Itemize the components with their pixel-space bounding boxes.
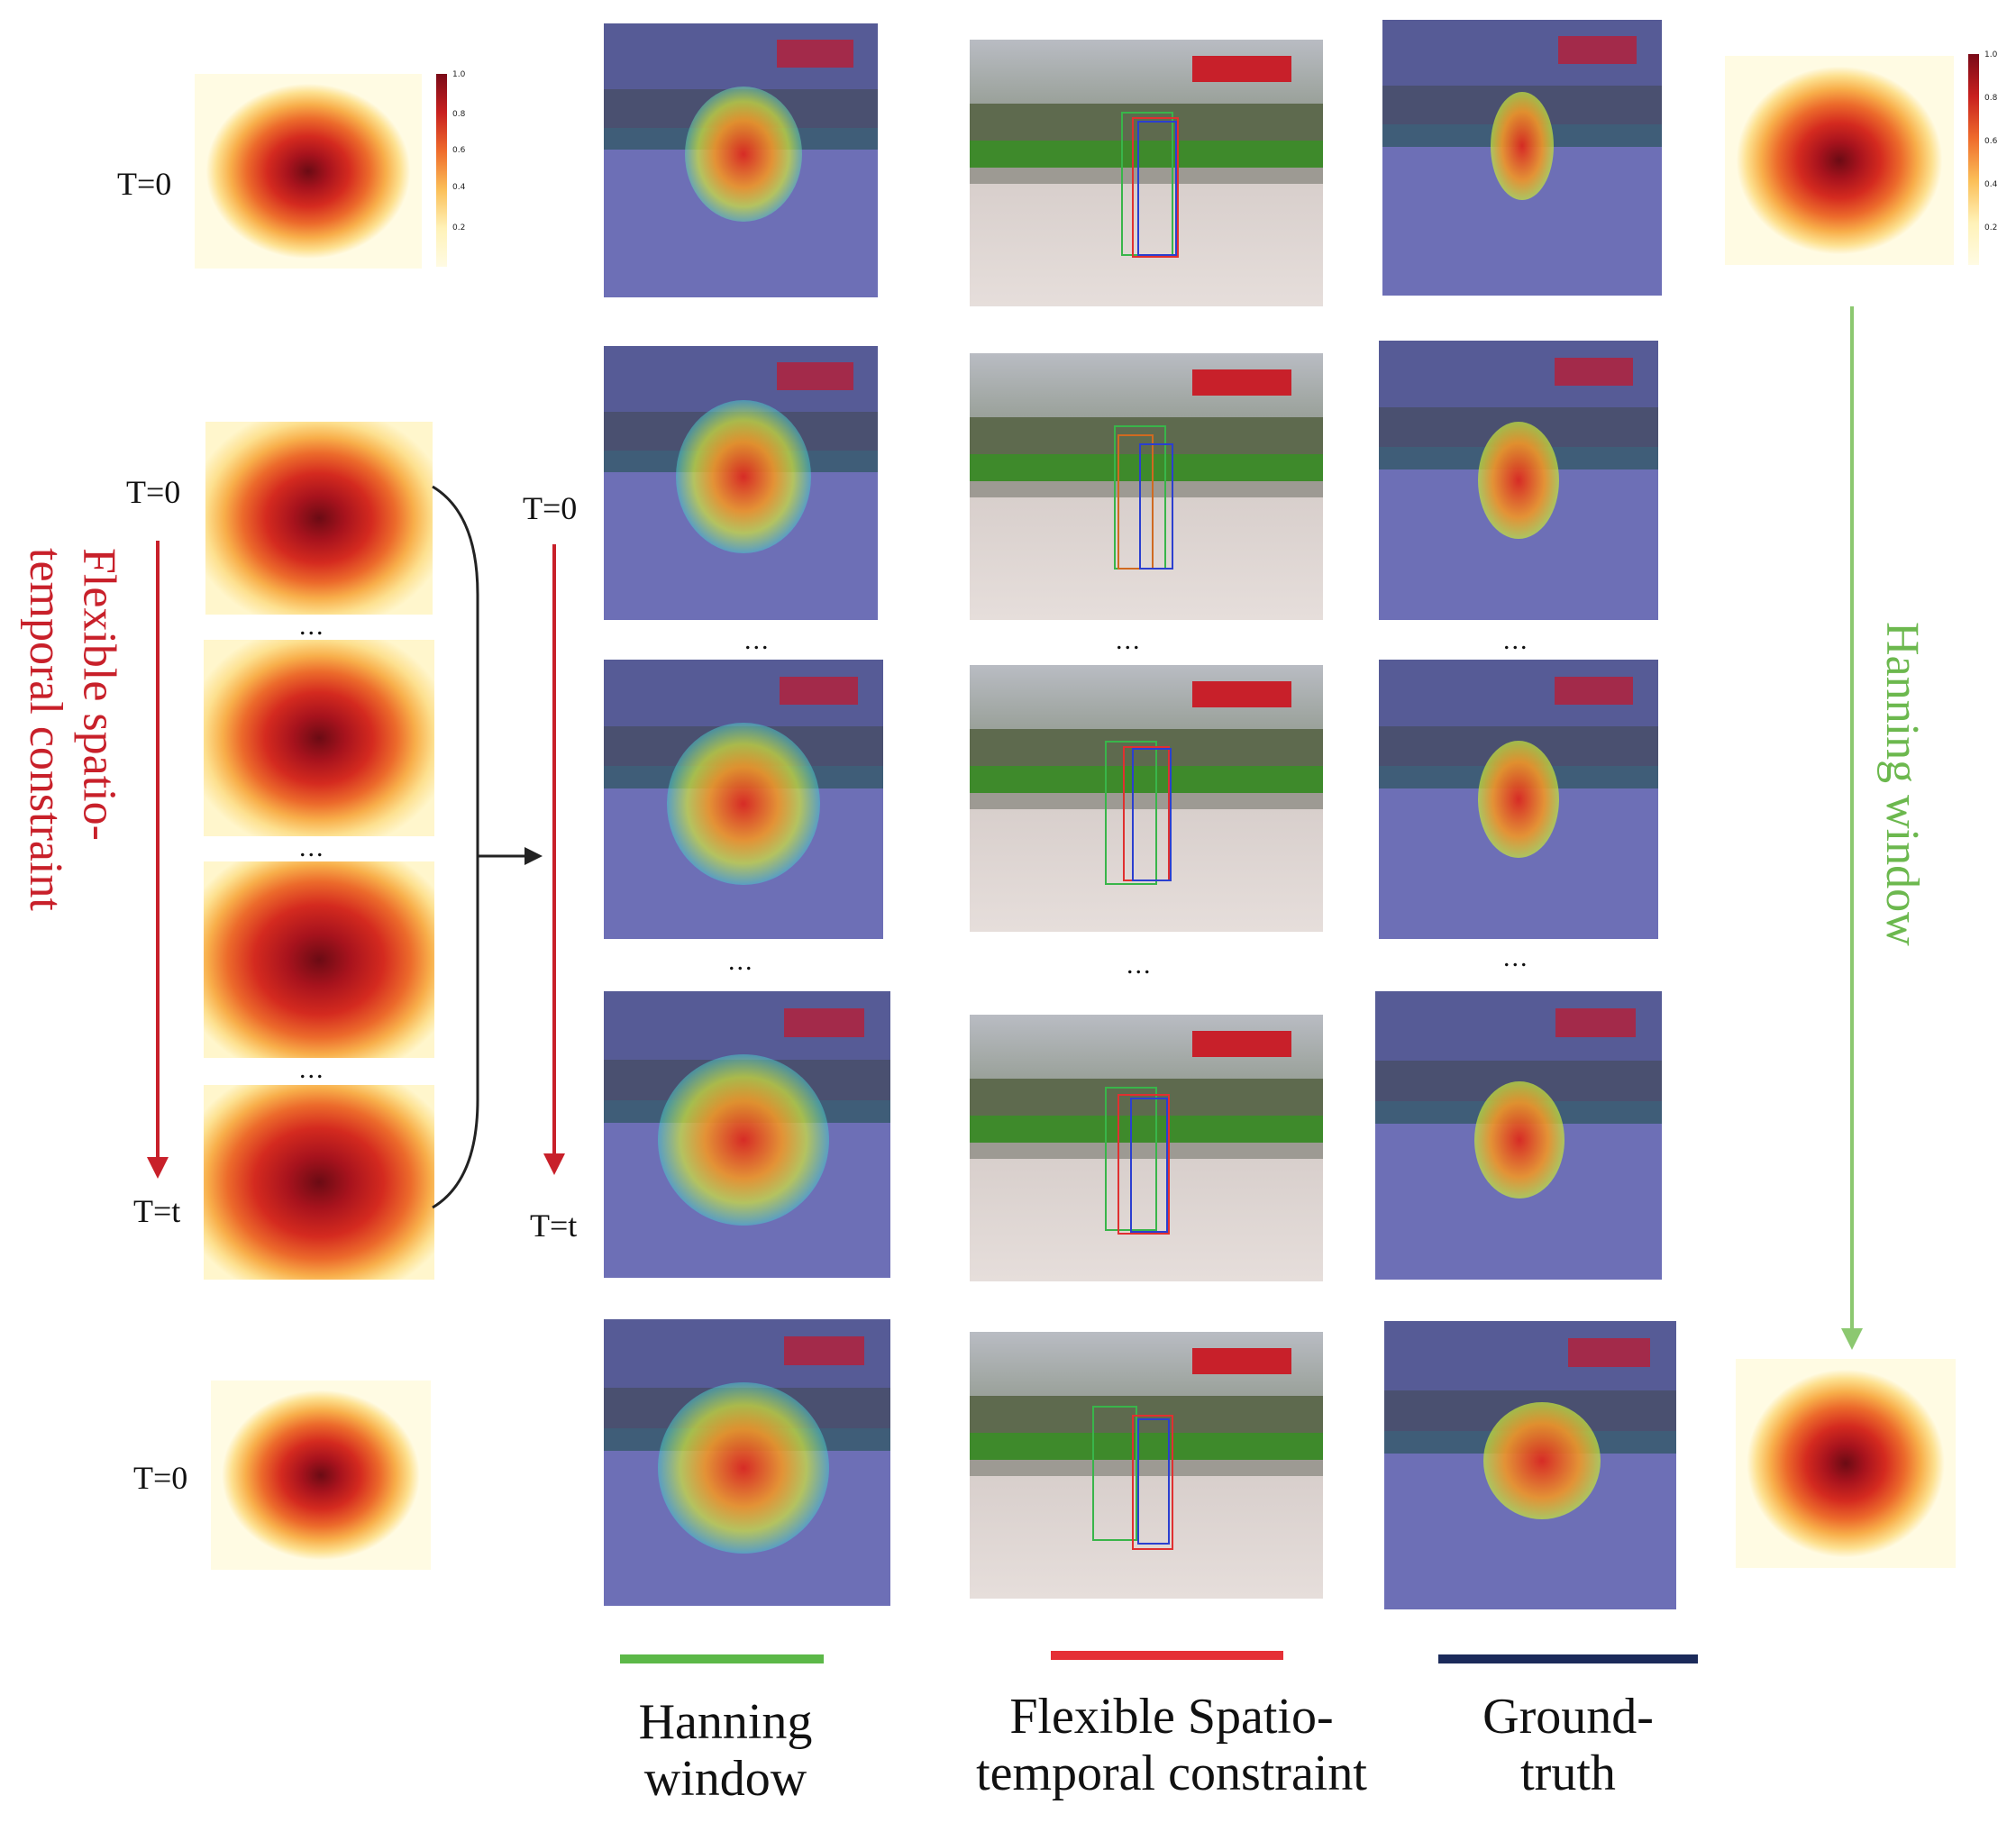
constraint-heatmap-seq2 — [204, 640, 434, 836]
tracking-frame-2 — [970, 353, 1323, 620]
hanning-result-2 — [604, 346, 878, 620]
hanning-heatmap-bottom — [1736, 1359, 1956, 1568]
groundtruth-result-5 — [1384, 1321, 1676, 1609]
colorbar-right — [1968, 54, 1979, 265]
tracking-frame-4 — [970, 1015, 1323, 1281]
left-vertical-label: Flexible spatio-temporal constraint — [19, 548, 125, 911]
tracking-frame-3 — [970, 665, 1323, 932]
ellipsis: ... — [299, 833, 325, 862]
ellipsis: ... — [1127, 950, 1153, 980]
ellipsis: ... — [1503, 943, 1529, 972]
label-t0-seq: T=0 — [126, 474, 181, 510]
left-red-arrow — [147, 541, 169, 1179]
hanning-result-4 — [604, 991, 890, 1278]
ellipsis: ... — [299, 611, 325, 641]
constraint-heatmap-seq3 — [204, 861, 434, 1058]
bracket-arrow — [432, 485, 543, 1209]
colorbar-tick: 1.0 — [1984, 50, 1998, 59]
legend-label-flexible: Flexible Spatio-temporal constraint — [976, 1689, 1367, 1801]
tracking-frame-5 — [970, 1332, 1323, 1599]
label-t0-mid: T=0 — [523, 490, 578, 526]
ellipsis: ... — [1503, 625, 1529, 655]
colorbar-tick: 0.2 — [452, 223, 466, 232]
legend-label-hanning: Hanning window — [638, 1694, 813, 1807]
ellipsis: ... — [1116, 625, 1142, 655]
colorbar-tick: 0.8 — [452, 110, 466, 119]
ellipsis: ... — [299, 1054, 325, 1084]
colorbar-tick: 0.4 — [452, 183, 466, 192]
ellipsis: ... — [728, 946, 754, 976]
colorbar-tick: 1.0 — [452, 70, 466, 79]
legend-bar-flexible — [1051, 1651, 1283, 1660]
colorbar-tick: 0.4 — [1984, 180, 1998, 189]
middle-red-arrow — [543, 544, 565, 1175]
legend-label-groundtruth: Ground-truth — [1482, 1689, 1654, 1801]
colorbar-tick: 0.2 — [1984, 223, 1998, 232]
ellipsis: ... — [744, 625, 771, 655]
constraint-heatmap-seq4 — [204, 1085, 434, 1280]
constraint-heatmap-row5 — [211, 1381, 431, 1570]
groundtruth-result-1 — [1382, 20, 1662, 296]
hanning-result-3 — [604, 660, 883, 939]
right-vertical-label: Hanning window — [1875, 622, 1928, 946]
colorbar-tick: 0.6 — [1984, 137, 1998, 146]
label-tt-mid: T=t — [530, 1208, 578, 1244]
label-t0-row5: T=0 — [133, 1460, 188, 1496]
colorbar-tick: 0.6 — [452, 146, 466, 155]
tracking-frame-1 — [970, 40, 1323, 306]
groundtruth-result-4 — [1375, 991, 1662, 1280]
label-t0-row1: T=0 — [117, 166, 172, 202]
groundtruth-result-2 — [1379, 341, 1658, 620]
right-green-arrow — [1841, 306, 1863, 1350]
hanning-result-5 — [604, 1319, 890, 1606]
legend-bar-groundtruth — [1438, 1654, 1698, 1663]
colorbar-left — [436, 74, 447, 267]
constraint-heatmap-row1 — [195, 74, 422, 269]
hanning-heatmap-top — [1725, 56, 1954, 265]
legend-bar-hanning — [620, 1654, 824, 1663]
constraint-heatmap-seq1 — [205, 422, 433, 615]
colorbar-tick: 0.8 — [1984, 94, 1998, 103]
label-tt-seq: T=t — [133, 1193, 181, 1229]
groundtruth-result-3 — [1379, 660, 1658, 939]
hanning-result-1 — [604, 23, 878, 297]
